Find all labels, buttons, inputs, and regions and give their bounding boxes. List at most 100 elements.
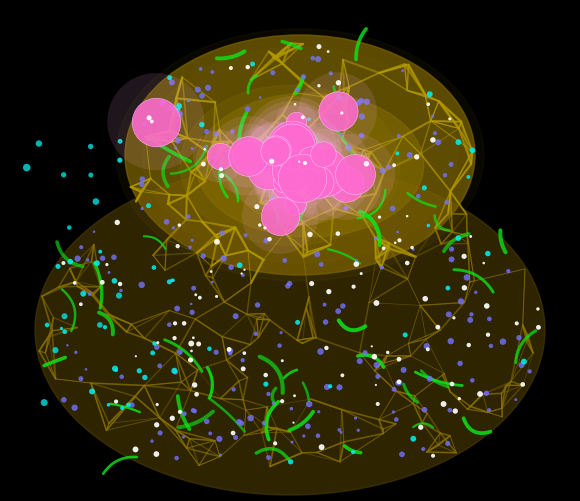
Point — [322, 171, 332, 179]
Point — [172, 305, 182, 313]
Point — [243, 63, 252, 71]
Point — [229, 152, 238, 160]
Point — [234, 418, 244, 426]
Point — [455, 395, 464, 403]
Point — [215, 435, 224, 443]
Point — [429, 452, 438, 460]
Point — [237, 270, 246, 278]
Point — [322, 383, 332, 391]
Point — [263, 164, 273, 172]
Point — [398, 67, 407, 75]
Point — [60, 328, 70, 336]
Point — [446, 337, 455, 345]
Point — [512, 319, 521, 327]
Point — [517, 361, 526, 369]
Point — [231, 312, 240, 320]
Ellipse shape — [235, 125, 365, 225]
Point — [170, 367, 179, 375]
Point — [97, 278, 107, 286]
Point — [454, 234, 463, 242]
Point — [298, 113, 307, 121]
Point — [278, 178, 288, 186]
Point — [534, 323, 543, 331]
Point — [295, 158, 304, 166]
Point — [451, 407, 460, 415]
Point — [498, 338, 508, 346]
Point — [357, 131, 366, 139]
Point — [76, 375, 85, 383]
Point — [419, 445, 428, 453]
Point — [228, 128, 237, 136]
Point — [226, 350, 235, 358]
Point — [179, 433, 188, 441]
Point — [290, 149, 299, 157]
Point — [238, 356, 247, 364]
Point — [454, 138, 463, 146]
Point — [425, 90, 434, 98]
Point — [115, 280, 125, 288]
Point — [272, 204, 281, 212]
Point — [289, 419, 298, 427]
Point — [460, 284, 469, 292]
Point — [218, 229, 227, 237]
Point — [204, 84, 213, 92]
Point — [100, 323, 110, 331]
Point — [73, 255, 82, 263]
Point — [149, 264, 158, 272]
Point — [152, 343, 161, 351]
Point — [252, 203, 262, 211]
Point — [219, 255, 229, 263]
Point — [433, 138, 443, 146]
Point — [299, 432, 309, 440]
Point — [175, 110, 184, 118]
Point — [384, 163, 393, 171]
Point — [187, 347, 196, 355]
Point — [98, 254, 107, 262]
Point — [264, 453, 273, 461]
Point — [140, 120, 149, 128]
Point — [393, 379, 402, 387]
Point — [288, 438, 297, 446]
Point — [466, 316, 475, 324]
Point — [83, 256, 92, 264]
Ellipse shape — [125, 35, 475, 275]
Point — [484, 406, 494, 414]
Point — [197, 92, 206, 100]
Point — [270, 439, 280, 447]
Point — [187, 308, 197, 316]
Point — [467, 310, 476, 318]
Point — [414, 192, 423, 200]
Point — [282, 165, 292, 173]
Point — [241, 231, 250, 239]
Point — [57, 325, 66, 333]
Point — [467, 146, 477, 154]
Point — [261, 156, 270, 164]
Point — [464, 173, 473, 181]
Point — [412, 153, 422, 161]
Point — [467, 376, 477, 384]
Point — [416, 423, 425, 431]
Point — [206, 268, 216, 276]
Point — [514, 334, 524, 342]
Point — [313, 178, 322, 186]
Point — [327, 159, 336, 167]
Point — [165, 278, 174, 286]
Point — [153, 339, 162, 347]
Point — [314, 82, 324, 90]
Point — [389, 385, 398, 393]
Point — [349, 448, 358, 456]
Point — [335, 383, 344, 391]
Point — [270, 147, 280, 155]
Point — [482, 302, 491, 310]
Point — [482, 389, 491, 397]
Point — [324, 48, 333, 56]
Point — [237, 419, 246, 427]
Point — [424, 221, 433, 229]
Point — [447, 245, 456, 253]
Point — [208, 68, 217, 76]
Point — [471, 288, 480, 296]
Point — [485, 315, 494, 323]
Point — [420, 406, 429, 414]
Point — [168, 414, 177, 422]
Point — [70, 404, 79, 412]
